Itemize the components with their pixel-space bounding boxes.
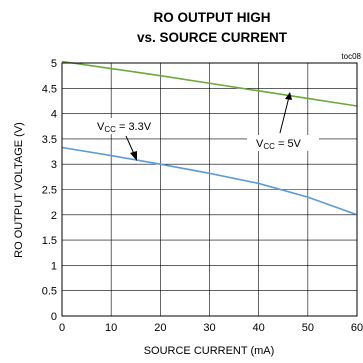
- chart-title-line1: RO OUTPUT HIGH: [154, 10, 271, 25]
- x-tick-label: 60: [351, 322, 363, 334]
- y-tick-labels: 0 0.5 1 1.5 2 2.5 3 3.5 4 4.5 5: [42, 58, 57, 323]
- y-tick-label: 2: [51, 210, 57, 222]
- y-tick-label: 1.5: [42, 235, 57, 247]
- y-tick-label: 3.5: [42, 134, 57, 146]
- annotations: VCC = 3.3V VCC = 5V: [93, 92, 319, 161]
- y-tick-label: 0: [51, 311, 57, 323]
- series-label-vcc-3v3: VCC = 3.3V: [97, 121, 152, 134]
- y-tick-label: 3: [51, 159, 57, 171]
- label-bg-vcc-3v3: [93, 118, 155, 134]
- y-tick-label: 2.5: [42, 185, 57, 197]
- series-line-vcc-3v3: [61, 146, 358, 216]
- y-tick-label: 1: [51, 260, 57, 272]
- figure-id: toc08: [341, 52, 361, 61]
- arrow-head-vcc-5v: [285, 92, 292, 100]
- x-tick-label: 30: [203, 322, 215, 334]
- y-tick-label: 4: [51, 109, 57, 121]
- arrow-head-vcc-3v3: [130, 151, 137, 161]
- grid: [61, 62, 358, 317]
- x-tick-label: 40: [253, 322, 265, 334]
- x-tick-label: 0: [59, 322, 65, 334]
- series-lines: [61, 60, 358, 216]
- x-tick-label: 50: [302, 322, 314, 334]
- label-bg-vcc-5v: [247, 135, 319, 151]
- y-tick-label: 5: [51, 58, 57, 70]
- y-tick-label: 4.5: [42, 83, 57, 95]
- arrow-line-vcc-5v: [279, 96, 290, 134]
- y-axis-label: RO OUTPUT VOLTAGE (V): [13, 122, 25, 258]
- x-tick-label: 10: [105, 322, 117, 334]
- x-tick-label: 20: [154, 322, 166, 334]
- x-axis-label: SOURCE CURRENT (mA): [144, 345, 275, 357]
- chart-title-line2: vs. SOURCE CURRENT: [137, 30, 288, 45]
- series-line-vcc-5v: [61, 60, 358, 107]
- y-tick-label: 0.5: [42, 286, 57, 298]
- plot-frame: [61, 62, 358, 317]
- series-label-vcc-5v: VCC = 5V: [256, 138, 302, 151]
- x-tick-labels: 0 10 20 30 40 50 60: [59, 322, 363, 334]
